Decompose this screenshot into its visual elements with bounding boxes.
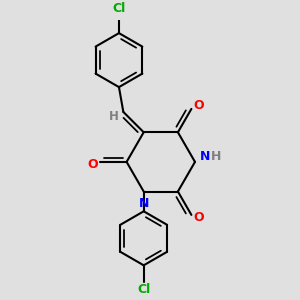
Text: O: O [193,211,204,224]
Text: Cl: Cl [137,283,150,296]
Text: Cl: Cl [112,2,126,15]
Text: O: O [193,99,204,112]
Text: H: H [109,110,119,123]
Text: O: O [87,158,98,171]
Text: N: N [200,150,210,163]
Text: N: N [139,197,149,210]
Text: H: H [211,150,222,163]
